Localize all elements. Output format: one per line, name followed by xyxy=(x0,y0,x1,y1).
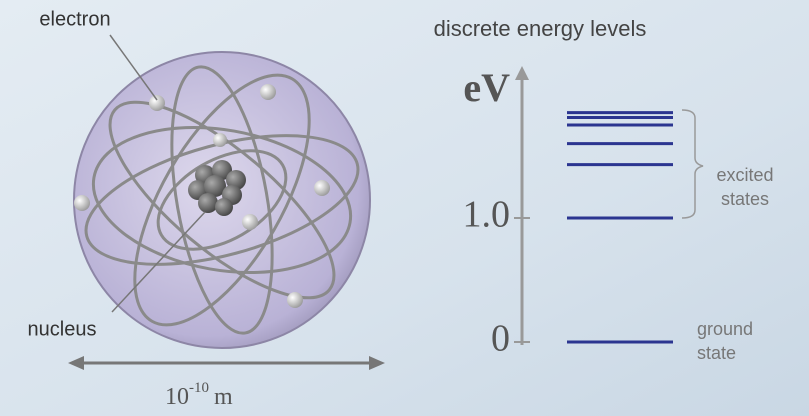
ground-label: ground xyxy=(697,319,753,339)
excited-label: states xyxy=(721,189,769,209)
tick-label: 1.0 xyxy=(463,194,511,236)
nucleus-label: nucleus xyxy=(28,318,97,340)
diagram: electron nucleus 10-10 m discrete energy … xyxy=(0,0,809,416)
scale-base: 10 xyxy=(165,384,189,410)
tick-label: 0 xyxy=(491,318,510,360)
scale-exponent: -10 xyxy=(189,380,209,396)
ground-label: state xyxy=(697,343,736,363)
energy-title: discrete energy levels xyxy=(434,16,647,41)
scale-unit: m xyxy=(214,384,233,410)
electron-label: electron xyxy=(39,8,110,30)
axis-label: eV xyxy=(463,65,510,110)
excited-label: excited xyxy=(716,165,773,185)
